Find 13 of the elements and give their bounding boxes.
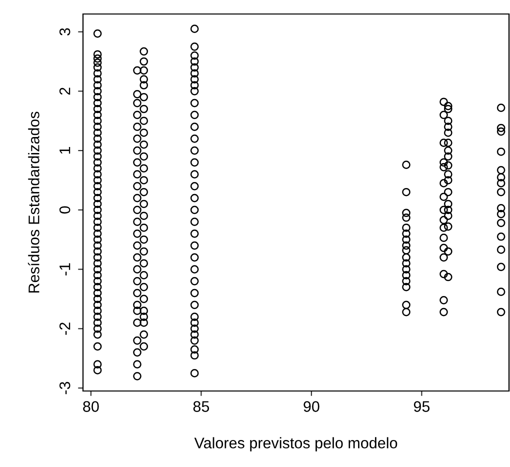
x-tick-label: 90 — [304, 401, 320, 412]
y-axis-title: Resíduos Estandardizados — [28, 112, 40, 293]
y-tick-label: -3 — [59, 382, 70, 394]
y-tick-label: 0 — [59, 206, 70, 214]
y-tick-label: 2 — [59, 88, 70, 95]
x-tick-label: 95 — [414, 401, 430, 412]
x-tick-label: 85 — [193, 401, 210, 412]
y-tick-label: -1 — [60, 263, 70, 276]
x-tick-label: 80 — [83, 401, 99, 412]
x-axis-title: Valores previstos pelo modelo — [194, 437, 398, 452]
y-tick-label: 1 — [60, 147, 70, 154]
y-tick-label: 3 — [59, 28, 70, 36]
y-tick-label: -2 — [59, 322, 70, 335]
